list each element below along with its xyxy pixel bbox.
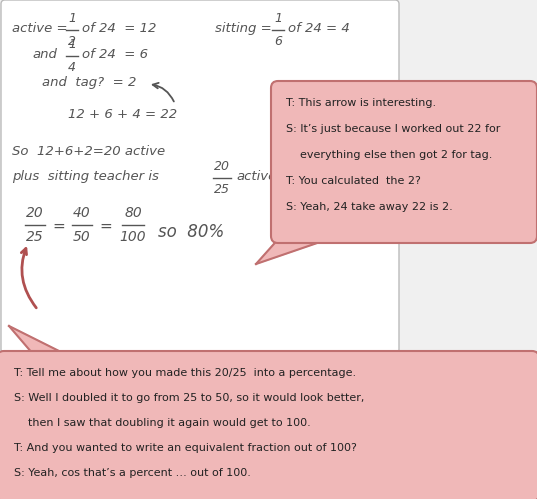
Text: S: Well I doubled it to go from 25 to 50, so it would look better,: S: Well I doubled it to go from 25 to 50… (14, 393, 365, 403)
Text: plus  sitting teacher is: plus sitting teacher is (12, 170, 159, 183)
Text: 25: 25 (214, 183, 230, 196)
Text: T: And you wanted to write an equivalent fraction out of 100?: T: And you wanted to write an equivalent… (14, 443, 357, 453)
Text: 25: 25 (26, 230, 44, 244)
Text: 2: 2 (68, 35, 76, 48)
Text: 80: 80 (124, 206, 142, 220)
Text: 50: 50 (73, 230, 91, 244)
Polygon shape (9, 326, 79, 361)
Text: of 24 = 4: of 24 = 4 (288, 22, 350, 35)
Text: 1: 1 (68, 38, 76, 51)
Polygon shape (256, 226, 323, 264)
Text: S: It’s just because I worked out 22 for: S: It’s just because I worked out 22 for (286, 124, 500, 134)
Text: active: active (236, 170, 276, 183)
Text: 40: 40 (73, 206, 91, 220)
Text: of 24  = 12: of 24 = 12 (82, 22, 156, 35)
Text: So  12+6+2=20 active: So 12+6+2=20 active (12, 145, 165, 158)
Text: S: Yeah, cos that’s a percent … out of 100.: S: Yeah, cos that’s a percent … out of 1… (14, 468, 251, 478)
Text: 12 + 6 + 4 = 22: 12 + 6 + 4 = 22 (68, 108, 177, 121)
Text: =: = (52, 219, 65, 234)
Text: T: You calculated  the 2?: T: You calculated the 2? (286, 176, 421, 186)
Text: of 24  = 6: of 24 = 6 (82, 48, 148, 61)
Text: 20: 20 (26, 206, 44, 220)
Text: and  tag?  = 2: and tag? = 2 (42, 76, 136, 89)
Text: T: Tell me about how you made this 20/25  into a percentage.: T: Tell me about how you made this 20/25… (14, 368, 356, 378)
Text: 4: 4 (68, 61, 76, 74)
FancyBboxPatch shape (0, 351, 537, 499)
Text: active =: active = (12, 22, 68, 35)
FancyBboxPatch shape (271, 81, 537, 243)
Text: S: Yeah, 24 take away 22 is 2.: S: Yeah, 24 take away 22 is 2. (286, 202, 453, 212)
Text: 100: 100 (120, 230, 146, 244)
Text: T: This arrow is interesting.: T: This arrow is interesting. (286, 98, 436, 108)
Text: =: = (99, 219, 112, 234)
Text: 1: 1 (274, 12, 282, 25)
Text: 20: 20 (214, 160, 230, 173)
Text: and: and (32, 48, 57, 61)
Text: 6: 6 (274, 35, 282, 48)
Text: 1: 1 (68, 12, 76, 25)
Text: then I saw that doubling it again would get to 100.: then I saw that doubling it again would … (14, 418, 311, 428)
Text: so  80%: so 80% (158, 223, 224, 241)
Text: sitting =: sitting = (215, 22, 272, 35)
FancyBboxPatch shape (1, 0, 399, 353)
Text: everything else then got 2 for tag.: everything else then got 2 for tag. (286, 150, 492, 160)
